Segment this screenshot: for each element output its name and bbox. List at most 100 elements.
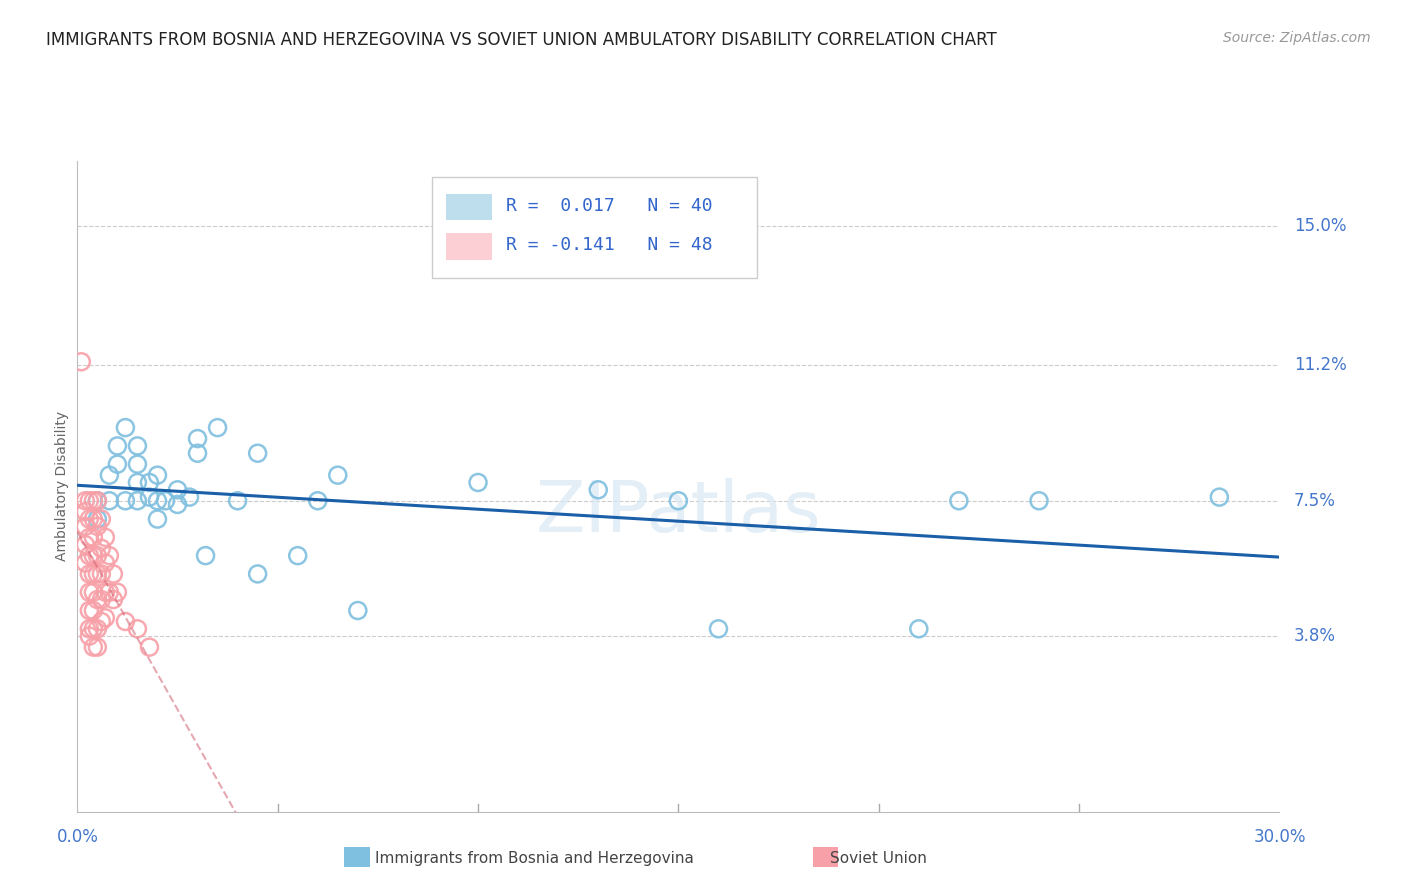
Point xyxy=(79,530,101,544)
Point xyxy=(82,585,104,599)
Point xyxy=(146,512,169,526)
Point xyxy=(948,493,970,508)
Text: ZIPatlas: ZIPatlas xyxy=(536,478,821,547)
Point xyxy=(226,493,249,508)
Point xyxy=(127,622,149,636)
Point xyxy=(668,493,690,508)
Point xyxy=(79,566,101,581)
Point xyxy=(90,615,112,629)
Point xyxy=(107,585,129,599)
Point xyxy=(90,512,112,526)
Text: R =  0.017   N = 40: R = 0.017 N = 40 xyxy=(506,197,713,215)
Point xyxy=(107,457,129,471)
Y-axis label: Ambulatory Disability: Ambulatory Disability xyxy=(55,411,69,561)
Text: Source: ZipAtlas.com: Source: ZipAtlas.com xyxy=(1223,31,1371,45)
Point xyxy=(186,432,209,446)
Point xyxy=(127,475,149,490)
FancyBboxPatch shape xyxy=(446,194,492,220)
Point xyxy=(82,566,104,581)
Point xyxy=(86,640,108,654)
Point xyxy=(138,490,160,504)
Point xyxy=(588,483,610,497)
Text: 11.2%: 11.2% xyxy=(1294,357,1347,375)
Text: 0.0%: 0.0% xyxy=(56,828,98,846)
Point xyxy=(82,603,104,617)
Point xyxy=(86,549,108,563)
Point xyxy=(1028,493,1050,508)
Point xyxy=(75,519,97,533)
Point xyxy=(138,640,160,654)
Point xyxy=(146,468,169,483)
Point xyxy=(94,530,117,544)
Point xyxy=(103,592,125,607)
Point xyxy=(79,493,101,508)
Point xyxy=(107,439,129,453)
FancyBboxPatch shape xyxy=(432,177,756,277)
Point xyxy=(82,640,104,654)
Point xyxy=(86,519,108,533)
Point xyxy=(79,585,101,599)
Point xyxy=(98,493,121,508)
Point xyxy=(75,556,97,570)
Text: R = -0.141   N = 48: R = -0.141 N = 48 xyxy=(506,236,713,254)
Point xyxy=(90,592,112,607)
Point xyxy=(75,538,97,552)
Point xyxy=(127,493,149,508)
Point xyxy=(1208,490,1230,504)
Point xyxy=(98,468,121,483)
Point xyxy=(103,566,125,581)
Point xyxy=(79,622,101,636)
Point xyxy=(79,549,101,563)
Point xyxy=(326,468,349,483)
FancyBboxPatch shape xyxy=(446,234,492,260)
Point xyxy=(166,483,188,497)
Point xyxy=(114,493,136,508)
Point xyxy=(86,512,108,526)
Point xyxy=(146,493,169,508)
Point xyxy=(707,622,730,636)
Point xyxy=(127,457,149,471)
Point xyxy=(82,622,104,636)
Point xyxy=(79,512,101,526)
Point xyxy=(86,493,108,508)
Text: 30.0%: 30.0% xyxy=(1253,828,1306,846)
Point xyxy=(82,549,104,563)
Text: 7.5%: 7.5% xyxy=(1294,491,1336,509)
Point xyxy=(287,549,309,563)
Point xyxy=(246,566,269,581)
Point xyxy=(75,505,97,519)
Point xyxy=(94,556,117,570)
Point xyxy=(86,622,108,636)
Text: Soviet Union: Soviet Union xyxy=(831,851,927,865)
Point xyxy=(75,493,97,508)
Point xyxy=(82,512,104,526)
Point xyxy=(246,446,269,460)
Point xyxy=(86,592,108,607)
Point xyxy=(98,549,121,563)
Text: 15.0%: 15.0% xyxy=(1294,218,1347,235)
Point xyxy=(98,585,121,599)
Point xyxy=(79,629,101,643)
Point xyxy=(86,493,108,508)
Point xyxy=(90,566,112,581)
Point xyxy=(82,530,104,544)
Point xyxy=(194,549,217,563)
Point xyxy=(186,446,209,460)
Point xyxy=(166,498,188,512)
Point xyxy=(307,493,329,508)
Text: IMMIGRANTS FROM BOSNIA AND HERZEGOVINA VS SOVIET UNION AMBULATORY DISABILITY COR: IMMIGRANTS FROM BOSNIA AND HERZEGOVINA V… xyxy=(46,31,997,49)
Point xyxy=(347,603,370,617)
Point xyxy=(908,622,931,636)
Text: Immigrants from Bosnia and Herzegovina: Immigrants from Bosnia and Herzegovina xyxy=(375,851,693,865)
Point xyxy=(114,420,136,434)
Point xyxy=(79,603,101,617)
Point xyxy=(94,585,117,599)
Point xyxy=(155,493,177,508)
Point xyxy=(82,493,104,508)
Point xyxy=(86,566,108,581)
Point xyxy=(90,541,112,556)
Point xyxy=(207,420,229,434)
Point xyxy=(179,490,201,504)
Point xyxy=(70,355,93,369)
Point xyxy=(138,475,160,490)
